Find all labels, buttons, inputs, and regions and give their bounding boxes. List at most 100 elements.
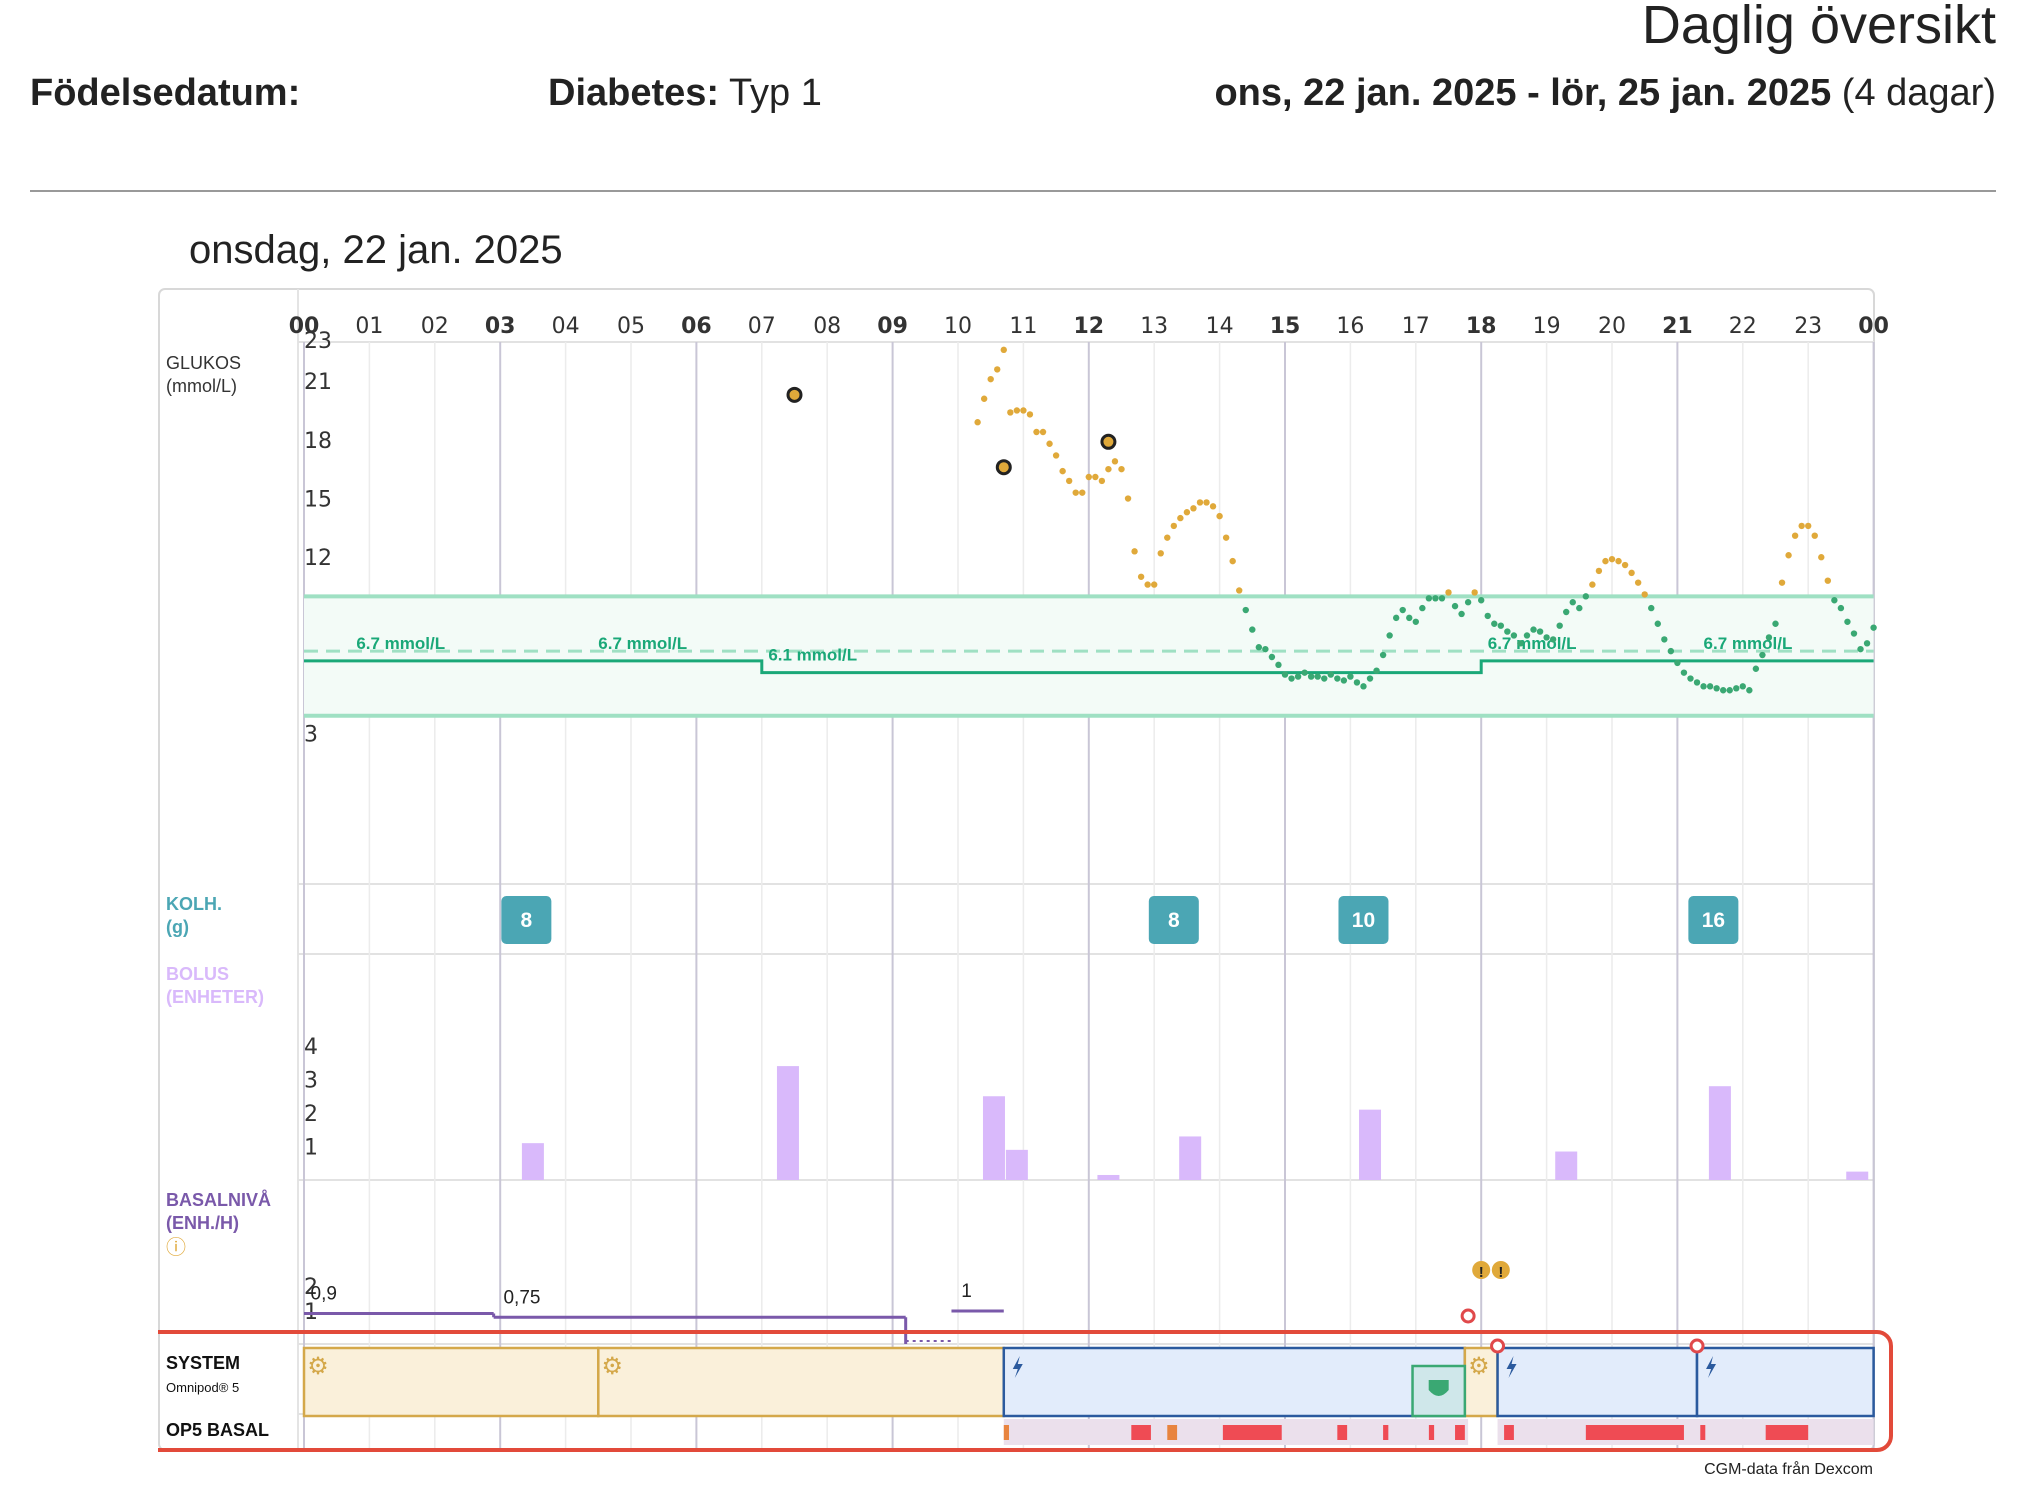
cgm-reading xyxy=(1432,595,1439,602)
cgm-reading xyxy=(1713,685,1720,692)
fingerstick-reading xyxy=(995,459,1012,476)
cgm-reading xyxy=(1582,593,1590,600)
automated-mode-segment xyxy=(1002,1346,1467,1418)
limited-mode-shield-icon xyxy=(1428,1380,1449,1396)
cgm-reading xyxy=(1497,622,1505,629)
date-range-text: ons, 22 jan. 2025 - lör, 25 jan. 2025 xyxy=(1214,72,1832,114)
hour-tick-label: 05 xyxy=(617,314,645,339)
hour-tick-label: 21 xyxy=(1662,314,1693,339)
cgm-reading xyxy=(1693,679,1701,686)
cgm-reading xyxy=(1203,499,1210,506)
bolus-bar xyxy=(1846,1171,1869,1180)
cgm-reading xyxy=(1321,675,1328,682)
hour-tick-label: 00 xyxy=(1858,314,1889,339)
cgm-reading xyxy=(994,366,1001,373)
hour-tick-label: 13 xyxy=(1140,314,1168,339)
target-glucose-label: 6.7 mmol/L xyxy=(598,634,687,653)
alert-icon xyxy=(1472,1261,1491,1279)
cgm-reading xyxy=(1831,597,1838,604)
cgm-reading xyxy=(1765,634,1773,641)
glucose-tick-label: 21 xyxy=(304,370,332,395)
cgm-reading xyxy=(1700,683,1707,690)
glucose-tick-label: 3 xyxy=(304,722,318,747)
cgm-reading xyxy=(1805,522,1812,530)
cgm-reading xyxy=(1648,604,1655,612)
daily-chart: 00 01 02 03 04 05 06 07 08 09 10 11 12 13 14 15 16 17 18 19… xyxy=(158,288,1893,1452)
data-source-note: CGM-data från Dexcom xyxy=(1704,1461,1873,1478)
page-title: Daglig översikt xyxy=(1641,0,1996,55)
cgm-reading xyxy=(1262,645,1269,653)
cgm-reading xyxy=(1471,589,1478,596)
cgm-reading xyxy=(1857,645,1864,653)
cgm-reading xyxy=(1020,407,1027,414)
op5-basal-bar xyxy=(1455,1425,1465,1440)
cgm-reading xyxy=(1131,548,1138,555)
bolus-bar xyxy=(1097,1174,1120,1180)
hour-tick-label: 04 xyxy=(552,314,580,339)
cgm-reading xyxy=(1543,634,1550,641)
basal-rate-label: 0,75 xyxy=(503,1287,540,1308)
cgm-reading xyxy=(1608,555,1616,563)
highlight-box xyxy=(158,1330,1893,1452)
cgm-reading xyxy=(1634,579,1642,586)
cgm-reading xyxy=(1255,644,1263,651)
cgm-reading xyxy=(1464,599,1472,606)
glucose-tick-label: 18 xyxy=(304,429,332,454)
carb-entry-value: 8 xyxy=(1168,909,1180,932)
basal-unit: (ENH./H) xyxy=(166,1213,239,1233)
manual-mode-gear-icon: ⚙ xyxy=(1468,1352,1490,1380)
system-label: SYSTEM xyxy=(166,1353,240,1373)
hour-tick-label: 11 xyxy=(1009,314,1037,339)
cgm-reading xyxy=(1870,624,1877,631)
bolus-bar xyxy=(1555,1151,1578,1180)
alert-icon xyxy=(1491,1261,1510,1279)
cgm-reading xyxy=(1837,604,1845,612)
cgm-reading xyxy=(1177,514,1184,522)
cgm-reading xyxy=(1628,569,1635,577)
cgm-reading xyxy=(1791,532,1799,539)
cgm-reading xyxy=(1615,557,1622,565)
cgm-reading xyxy=(1098,477,1106,485)
hour-tick-label: 20 xyxy=(1598,314,1626,339)
hour-tick-label: 19 xyxy=(1533,314,1561,339)
cgm-reading xyxy=(1144,581,1151,588)
day-title: onsdag, 22 jan. 2025 xyxy=(189,228,563,272)
cgm-reading xyxy=(1412,618,1420,625)
hour-tick-label: 06 xyxy=(681,314,712,339)
alert-icon-mark: ! xyxy=(1498,1264,1503,1281)
op5-basal-bar xyxy=(1222,1425,1282,1440)
bolus-bar xyxy=(1179,1136,1202,1180)
bolus-label: BOLUS xyxy=(166,964,229,984)
cgm-reading xyxy=(1229,557,1236,565)
op5-basal-bar xyxy=(1131,1425,1151,1440)
bolus-unit: (ENHETER) xyxy=(166,987,264,1007)
op5-basal-bar xyxy=(1003,1425,1010,1440)
cgm-reading xyxy=(1406,614,1413,622)
cgm-reading xyxy=(1563,608,1570,616)
hour-tick-label: 08 xyxy=(813,314,841,339)
cgm-reading xyxy=(1209,503,1217,510)
automated-mode-bolt-icon xyxy=(1012,1356,1023,1378)
carb-entry-badge xyxy=(501,896,552,944)
cgm-reading xyxy=(1759,651,1766,659)
hour-tick-label: 23 xyxy=(1794,314,1822,339)
cgm-reading xyxy=(1151,581,1158,588)
carb-entry-badge xyxy=(1338,896,1389,944)
cgm-reading xyxy=(1733,685,1740,692)
cgm-reading xyxy=(1641,591,1648,598)
cgm-reading xyxy=(1746,687,1753,694)
glucose-label: GLUKOS xyxy=(166,353,241,373)
cgm-reading xyxy=(1046,440,1053,447)
op5-basal-bar xyxy=(1504,1425,1514,1440)
cgm-reading xyxy=(1183,509,1191,516)
cgm-reading xyxy=(1072,489,1079,496)
target-glucose-label: 6.7 mmol/L xyxy=(1488,634,1577,653)
cgm-reading xyxy=(1595,567,1603,575)
hour-tick-label: 07 xyxy=(748,314,776,339)
cgm-reading xyxy=(1602,557,1609,565)
cgm-reading xyxy=(1268,653,1276,661)
bolus-tick-label: 1 xyxy=(304,1136,318,1161)
system-device: Omnipod® 5 xyxy=(166,1380,239,1395)
cgm-reading xyxy=(1726,687,1733,694)
cgm-reading xyxy=(1216,512,1223,520)
